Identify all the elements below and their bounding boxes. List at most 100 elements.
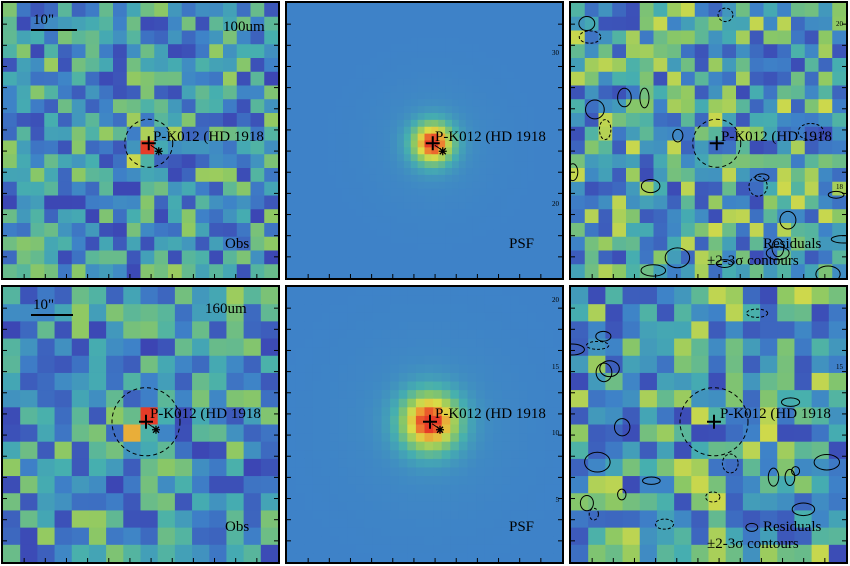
image-pixel — [438, 85, 446, 93]
image-pixel — [376, 147, 384, 155]
image-pixel — [99, 154, 114, 169]
image-pixel — [312, 415, 322, 426]
image-pixel — [321, 312, 331, 322]
image-pixel — [433, 450, 443, 460]
image-pixel — [58, 58, 73, 73]
image-pixel — [553, 510, 562, 520]
image-pixel — [321, 257, 329, 265]
image-pixel — [458, 161, 467, 169]
image-pixel — [520, 71, 529, 80]
image-pixel — [612, 236, 627, 252]
image-pixel — [417, 51, 426, 59]
image-pixel — [312, 355, 322, 365]
image-pixel — [71, 113, 87, 128]
image-pixel — [347, 484, 357, 494]
image-pixel — [192, 544, 210, 562]
image-pixel — [534, 168, 542, 176]
image-pixel — [328, 99, 336, 107]
image-pixel — [364, 329, 374, 340]
image-pixel — [527, 287, 537, 297]
image-pixel — [390, 355, 400, 365]
image-pixel — [441, 372, 451, 383]
image-pixel — [348, 168, 357, 176]
image-pixel — [544, 295, 555, 305]
image-pixel — [811, 544, 830, 562]
image-pixel — [424, 553, 434, 562]
image-pixel — [450, 433, 460, 443]
image-pixel — [304, 501, 314, 512]
image-pixel — [694, 16, 710, 32]
image-pixel — [501, 372, 512, 383]
image-pixel — [338, 467, 348, 477]
image-pixel — [626, 168, 641, 183]
image-pixel — [338, 536, 348, 546]
image-pixel — [415, 304, 426, 314]
image-pixel — [749, 209, 765, 224]
image-pixel — [397, 9, 405, 18]
tick-label: 15 — [836, 363, 843, 371]
image-pixel — [312, 287, 322, 297]
image-pixel — [85, 58, 100, 73]
image-pixel — [403, 113, 412, 121]
image-pixel — [293, 44, 302, 52]
contour-line — [640, 264, 667, 277]
image-pixel — [513, 250, 522, 258]
image-pixel — [486, 174, 494, 183]
image-pixel — [209, 338, 228, 357]
image-pixel — [777, 195, 792, 210]
image-pixel — [223, 126, 238, 142]
image-pixel — [71, 236, 87, 252]
image-pixel — [398, 415, 408, 426]
image-pixel — [674, 338, 692, 357]
image-pixel — [656, 304, 675, 322]
image-pixel — [304, 519, 314, 529]
image-pixel — [287, 229, 295, 238]
image-pixel — [818, 264, 833, 278]
image-pixel — [656, 321, 675, 340]
image-pixel — [431, 99, 439, 107]
image-pixel — [168, 168, 183, 183]
star-marker — [438, 147, 447, 156]
image-pixel — [424, 243, 432, 252]
image-pixel — [708, 58, 723, 73]
image-pixel — [314, 195, 322, 203]
image-pixel — [555, 51, 562, 59]
image-pixel — [458, 544, 469, 555]
image-pixel — [681, 154, 696, 169]
image-pixel — [818, 223, 833, 238]
image-pixel — [479, 195, 487, 203]
image-pixel — [467, 364, 477, 374]
image-pixel — [364, 501, 374, 512]
contour-line — [717, 7, 734, 23]
image-pixel — [553, 398, 562, 408]
image-pixel — [493, 264, 501, 272]
image-pixel — [383, 147, 391, 155]
image-pixel — [381, 519, 391, 529]
image-pixel — [126, 16, 142, 32]
image-pixel — [674, 476, 692, 494]
image-pixel — [192, 355, 210, 374]
image-pixel — [507, 209, 515, 217]
image-pixel — [37, 407, 56, 426]
image-pixel — [168, 250, 183, 265]
image-pixel — [287, 71, 295, 80]
image-pixel — [598, 113, 613, 128]
image-pixel — [450, 390, 460, 400]
image-pixel — [287, 37, 295, 45]
image-pixel — [433, 398, 443, 408]
image-pixel — [307, 51, 316, 59]
image-pixel — [369, 64, 377, 73]
image-pixel — [307, 257, 316, 265]
image-pixel — [527, 329, 537, 340]
source-label: P-K012 (HD 1918 — [720, 406, 831, 422]
image-pixel — [450, 355, 460, 365]
image-pixel — [445, 195, 453, 203]
image-pixel — [458, 119, 467, 128]
image-pixel — [424, 441, 434, 451]
image-pixel — [287, 450, 297, 460]
image-pixel — [433, 536, 443, 546]
image-pixel — [99, 140, 114, 155]
image-pixel — [304, 536, 314, 546]
image-pixel — [293, 236, 302, 245]
image-pixel — [398, 312, 408, 322]
